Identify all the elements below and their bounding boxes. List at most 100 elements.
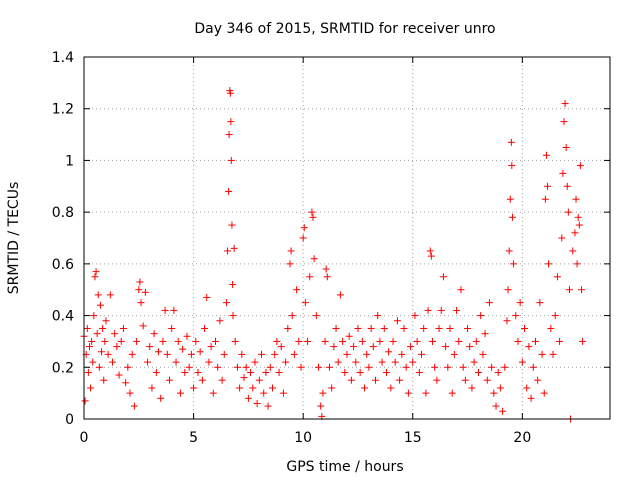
y-tick-label-4: 0.8: [52, 205, 74, 221]
y-tick-label-2: 0.4: [52, 309, 74, 325]
data-point: [573, 260, 581, 268]
data-point: [415, 368, 423, 376]
data-point: [135, 286, 143, 294]
data-point: [332, 325, 340, 332]
data-point: [133, 337, 141, 345]
data-point: [411, 312, 419, 320]
data-point: [393, 317, 401, 325]
data-point: [187, 350, 195, 358]
data-point: [496, 384, 504, 392]
data-point: [514, 337, 522, 345]
data-point: [549, 350, 557, 358]
data-point: [518, 358, 526, 366]
data-point: [238, 350, 246, 358]
data-point: [227, 156, 235, 164]
data-point: [428, 337, 436, 345]
data-point: [90, 312, 98, 320]
data-point: [380, 325, 388, 332]
data-point: [312, 312, 320, 320]
data-point: [203, 293, 211, 301]
data-point: [155, 348, 163, 356]
data-point: [113, 343, 121, 351]
data-point: [287, 247, 295, 255]
data-point: [523, 384, 531, 392]
data-point: [181, 368, 189, 376]
data-point: [475, 368, 482, 376]
data-point: [376, 337, 384, 345]
data-point: [563, 182, 571, 190]
data-point: [371, 376, 379, 384]
data-point: [345, 332, 353, 340]
data-point: [367, 325, 375, 332]
data-point: [426, 247, 434, 255]
data-point: [531, 337, 539, 345]
data-point: [538, 350, 546, 358]
data-point: [207, 343, 215, 351]
data-point: [224, 247, 232, 255]
data-point: [470, 358, 478, 366]
data-point: [212, 337, 219, 345]
data-point: [433, 376, 441, 384]
data-point: [330, 343, 338, 351]
data-point: [336, 291, 344, 299]
data-point: [126, 389, 134, 397]
data-point: [350, 343, 358, 351]
data-point: [354, 325, 362, 332]
data-point: [510, 260, 518, 268]
x-tick-label-4: 20: [513, 430, 531, 446]
data-point: [407, 343, 415, 351]
data-point: [527, 394, 535, 402]
data-point: [249, 384, 257, 392]
data-point: [328, 384, 336, 392]
data-point: [391, 358, 399, 366]
data-point: [341, 368, 349, 376]
data-point: [124, 363, 132, 371]
data-point: [494, 368, 502, 376]
data-point: [242, 363, 250, 371]
data-point: [258, 350, 266, 358]
data-point: [111, 330, 119, 338]
data-point: [325, 363, 333, 371]
data-point: [128, 350, 136, 358]
data-point: [508, 162, 516, 170]
y-tick-label-5: 1: [65, 153, 74, 169]
data-point: [286, 260, 294, 268]
data-point: [541, 195, 549, 203]
data-point: [540, 389, 548, 397]
data-point: [262, 368, 270, 376]
data-point: [159, 337, 167, 345]
data-point: [225, 187, 233, 195]
data-point: [420, 325, 428, 332]
data-point: [439, 273, 447, 281]
data-point: [446, 325, 454, 332]
data-point: [225, 131, 233, 139]
data-point: [122, 379, 130, 387]
data-point: [503, 317, 511, 325]
data-point: [228, 221, 236, 229]
data-point: [229, 312, 237, 320]
data-point: [455, 337, 463, 345]
data-point: [268, 384, 276, 392]
data-point: [255, 376, 263, 384]
data-point: [102, 317, 110, 325]
data-point: [230, 244, 238, 252]
data-point: [161, 306, 169, 314]
data-point: [564, 208, 572, 216]
data-point: [290, 350, 298, 358]
data-point: [95, 363, 103, 371]
data-point: [442, 343, 450, 351]
data-point: [504, 286, 512, 294]
data-point: [115, 371, 123, 379]
data-point: [196, 348, 204, 356]
data-point: [165, 376, 173, 384]
data-point: [545, 260, 553, 268]
data-point: [382, 368, 390, 376]
data-point: [104, 350, 112, 358]
data-point: [172, 358, 180, 366]
data-point: [323, 273, 331, 281]
x-tick-label-3: 15: [404, 430, 422, 446]
data-point: [571, 229, 579, 237]
data-point: [288, 312, 296, 320]
data-point: [565, 286, 573, 294]
